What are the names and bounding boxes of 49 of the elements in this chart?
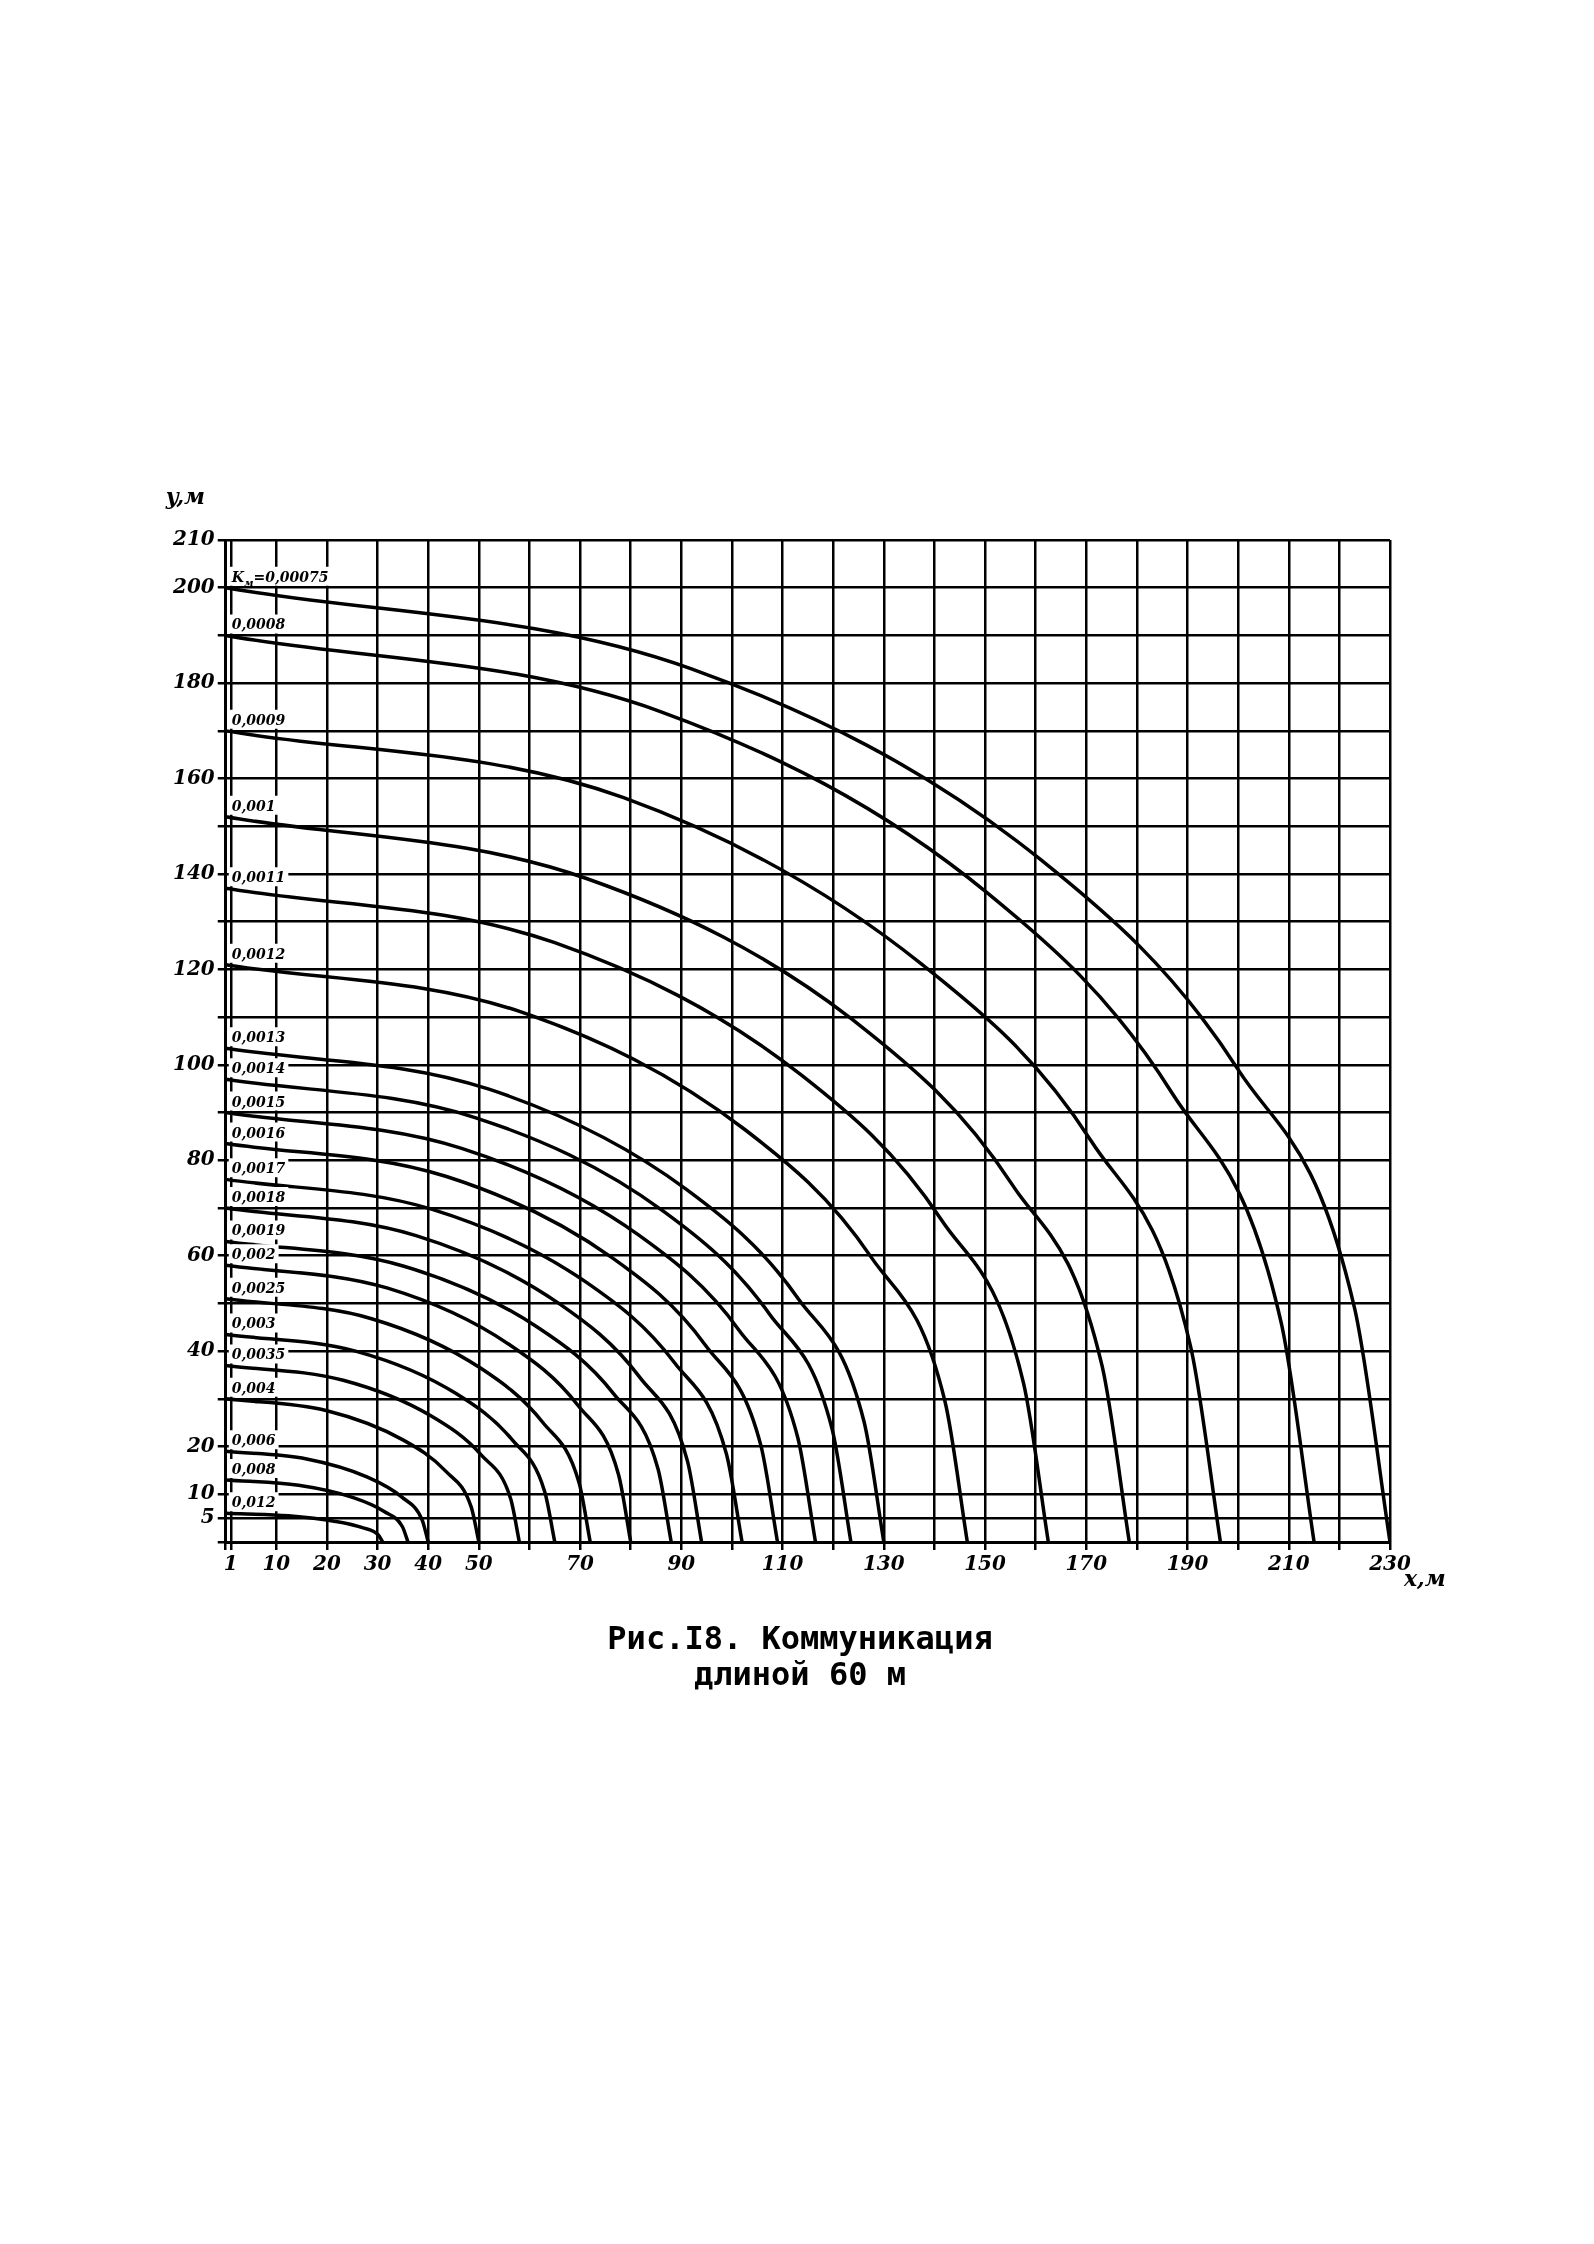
x-tick-label: 20 — [312, 1551, 341, 1576]
series-label: 0,004 — [231, 1379, 276, 1396]
x-tick-label: 130 — [862, 1551, 905, 1576]
series-label: 0,0019 — [231, 1222, 286, 1239]
x-tick-label: 40 — [414, 1551, 443, 1576]
y-tick-label: 20 — [185, 1432, 215, 1457]
x-tick-label: 30 — [363, 1551, 392, 1576]
y-tick-label: 160 — [173, 764, 215, 789]
x-tick-label: 90 — [667, 1551, 696, 1576]
series-label: 0,0016 — [231, 1124, 286, 1141]
x-tick-label: 10 — [262, 1551, 291, 1576]
series-label: 0,0014 — [231, 1060, 286, 1077]
y-tick-label: 10 — [186, 1480, 215, 1505]
series-label: 0,012 — [231, 1494, 276, 1511]
x-tick-label: 210 — [1266, 1551, 1310, 1576]
series-label: 0,0015 — [231, 1093, 286, 1110]
series-label: 0,0011 — [231, 869, 286, 886]
series-label: 0,0017 — [231, 1160, 286, 1177]
series-label: 0,006 — [231, 1432, 276, 1449]
y-tick-label: 80 — [185, 1146, 215, 1171]
series-label: 0,001 — [231, 797, 276, 814]
x-tick-label: 110 — [761, 1551, 804, 1576]
y-tick-label: 60 — [186, 1241, 215, 1266]
y-tick-label: 5 — [200, 1504, 215, 1529]
series-label: 0,002 — [231, 1246, 276, 1263]
x-tick-label: 70 — [566, 1551, 595, 1576]
y-tick-label: 210 — [172, 526, 215, 551]
series-label: 0,0025 — [231, 1279, 286, 1296]
series-label: 0,0035 — [231, 1346, 286, 1363]
y-tick-label: 120 — [173, 955, 215, 980]
x-tick-label: 50 — [464, 1551, 493, 1576]
x-tick-label: 1 — [223, 1551, 238, 1576]
series-label: 0,0013 — [231, 1029, 286, 1046]
y-tick-label: 100 — [173, 1051, 215, 1076]
text: Рис.I8. Коммуникация длиной 60 м — [606, 1619, 994, 1693]
y-axis-title: y,м — [164, 483, 206, 509]
series-label: 0,008 — [231, 1460, 276, 1477]
y-tick-label: 140 — [173, 860, 215, 885]
series-label: 0,0018 — [231, 1189, 286, 1205]
series-label: 0,0008 — [231, 616, 286, 633]
x-tick-label: 190 — [1166, 1551, 1209, 1576]
series-label: 0,003 — [231, 1315, 276, 1332]
x-tick-label: 170 — [1065, 1551, 1108, 1576]
y-tick-label: 180 — [173, 669, 215, 694]
series-label: 0,0012 — [231, 945, 286, 962]
y-tick-label: 40 — [186, 1337, 215, 1362]
x-tick-label: 150 — [964, 1551, 1006, 1576]
series-label: 0,0009 — [231, 711, 286, 728]
y-tick-label: 200 — [172, 573, 215, 598]
